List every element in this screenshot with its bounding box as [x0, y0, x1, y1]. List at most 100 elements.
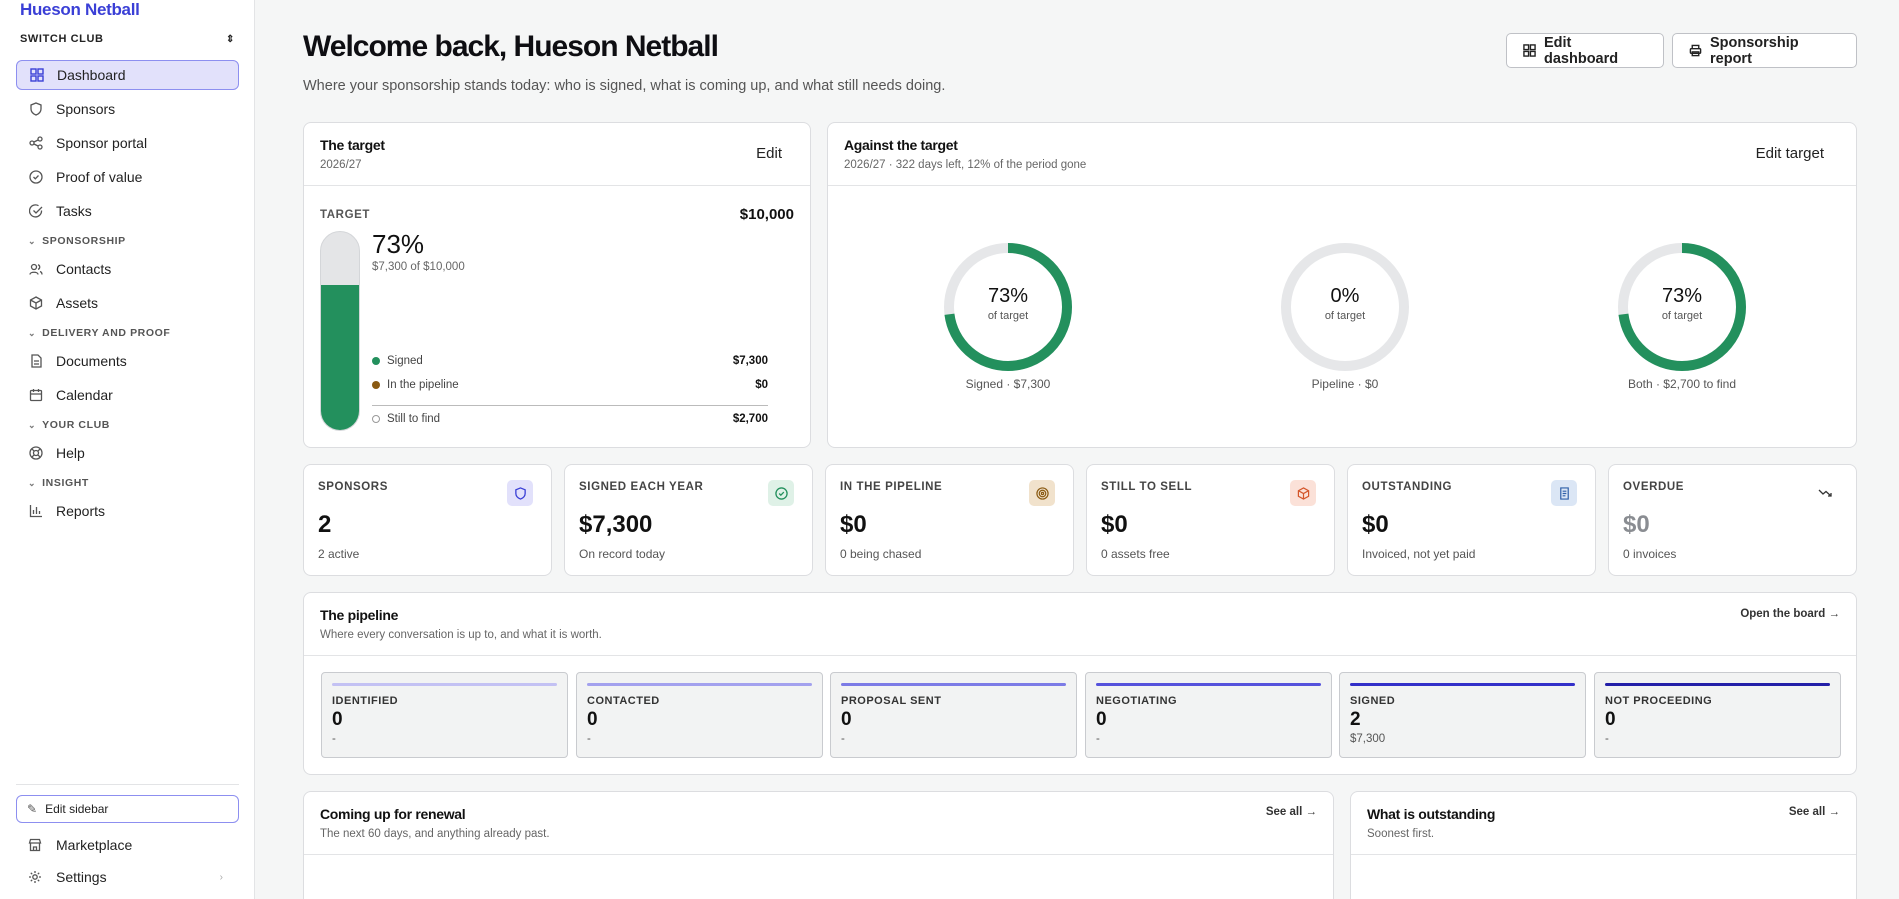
stage-color-bar	[1350, 683, 1575, 686]
legend-label: In the pipeline	[387, 379, 459, 391]
stage-color-bar	[332, 683, 557, 686]
sidebar-item-dashboard[interactable]: Dashboard	[16, 60, 239, 90]
target-card-title: The target	[320, 137, 385, 153]
target-label: TARGET	[320, 209, 371, 221]
target-progress-thermometer	[320, 231, 360, 431]
sidebar-item-documents[interactable]: Documents	[16, 346, 239, 376]
sidebar-item-sponsors[interactable]: Sponsors	[16, 94, 239, 124]
printer-icon	[1689, 44, 1702, 57]
legend-dot	[372, 357, 380, 365]
stage-label: PROPOSAL SENT	[841, 695, 942, 707]
donut-chart	[1281, 243, 1409, 371]
stat-value: $0	[1101, 511, 1128, 538]
grid-icon	[1523, 44, 1536, 57]
sidebar-section-insight[interactable]: ⌄ INSIGHT	[16, 472, 239, 494]
stat-sub: 0 being chased	[840, 547, 922, 561]
stage-color-bar	[587, 683, 812, 686]
stage-color-bar	[1605, 683, 1830, 686]
target-card: The target 2026/27 Edit TARGET $10,000 7…	[303, 122, 811, 448]
stat-label: STILL TO SELL	[1101, 481, 1193, 493]
brand-logo[interactable]: Hueson Netball	[20, 0, 140, 19]
switch-club-label: SWITCH CLUB	[20, 33, 104, 45]
gear-icon	[28, 870, 44, 884]
donut-caption: Signed · $7,300	[965, 377, 1051, 391]
pipeline-stage-negotiating[interactable]: NEGOTIATING 0 -	[1085, 672, 1332, 758]
pipeline-header: The pipeline Where every conversation is…	[304, 593, 1856, 656]
edit-target-button[interactable]: Edit target	[1755, 145, 1824, 162]
sponsorship-report-button[interactable]: Sponsorship report	[1672, 33, 1857, 68]
pipeline-title: The pipeline	[320, 607, 399, 623]
arrow-right-icon: →	[1828, 806, 1841, 818]
sidebar-item-sponsor-portal[interactable]: Sponsor portal	[16, 128, 239, 158]
open-board-link[interactable]: Open the board →	[1740, 608, 1840, 620]
sidebar-section-sponsorship[interactable]: ⌄ SPONSORSHIP	[16, 230, 239, 252]
sidebar-section-delivery[interactable]: ⌄ DELIVERY AND PROOF	[16, 322, 239, 344]
stage-count: 0	[1605, 709, 1616, 730]
pipeline-stage-proposal-sent[interactable]: PROPOSAL SENT 0 -	[830, 672, 1077, 758]
legend-label: Signed	[387, 355, 423, 367]
renewal-see-all-link[interactable]: See all →	[1266, 806, 1317, 818]
stat-card-outstanding[interactable]: OUTSTANDING $0 Invoiced, not yet paid	[1347, 464, 1596, 576]
against-target-subtitle: 2026/27 · 322 days left, 12% of the peri…	[844, 159, 1087, 171]
donut-chart	[1618, 243, 1746, 371]
edit-dashboard-button[interactable]: Edit dashboard	[1506, 33, 1664, 68]
renewal-title: Coming up for renewal	[320, 806, 466, 822]
sidebar-nav: Dashboard Sponsors Sponsor portal Proof …	[16, 60, 239, 530]
sidebar-item-calendar[interactable]: Calendar	[16, 380, 239, 410]
target-percent: 73%	[372, 229, 425, 259]
sidebar-item-settings[interactable]: Settings ›	[16, 861, 239, 893]
target-progress-fill	[321, 285, 359, 430]
edit-dashboard-label: Edit dashboard	[1544, 34, 1619, 67]
legend-label: Still to find	[387, 413, 441, 425]
donut-percent: 73%	[1661, 285, 1703, 307]
sidebar-footer: ✎ Edit sidebar Marketplace Settings ›	[16, 784, 239, 893]
renewal-header: Coming up for renewal The next 60 days, …	[304, 792, 1333, 855]
stage-count: 0	[587, 709, 598, 730]
sidebar-item-contacts[interactable]: Contacts	[16, 254, 239, 284]
pipeline-stage-not-proceeding[interactable]: NOT PROCEEDING 0 -	[1594, 672, 1841, 758]
sidebar-item-reports[interactable]: Reports	[16, 496, 239, 526]
pipeline-stage-contacted[interactable]: CONTACTED 0 -	[576, 672, 823, 758]
sidebar-item-marketplace[interactable]: Marketplace	[16, 829, 239, 861]
sidebar-item-tasks[interactable]: Tasks	[16, 196, 239, 226]
stage-label: NEGOTIATING	[1096, 695, 1178, 707]
stage-color-bar	[1096, 683, 1321, 686]
sidebar-section-club[interactable]: ⌄ YOUR CLUB	[16, 414, 239, 436]
target-card-period: 2026/27	[320, 159, 362, 171]
edit-target-link[interactable]: Edit	[756, 145, 782, 162]
sidebar-item-label: Dashboard	[57, 67, 126, 83]
sidebar-item-assets[interactable]: Assets	[16, 288, 239, 318]
switch-club-button[interactable]: SWITCH CLUB ⇕	[20, 33, 235, 45]
sidebar-item-help[interactable]: Help	[16, 438, 239, 468]
stat-label: SIGNED EACH YEAR	[579, 481, 704, 493]
pencil-icon: ✎	[27, 802, 38, 816]
stat-label: SPONSORS	[318, 481, 388, 493]
arrow-right-icon: →	[1828, 608, 1841, 620]
stat-card-overdue[interactable]: OVERDUE $0 0 invoices	[1608, 464, 1857, 576]
sidebar-item-proof-of-value[interactable]: Proof of value	[16, 162, 239, 192]
outstanding-see-all-link[interactable]: See all →	[1789, 806, 1840, 818]
stat-sub: Invoiced, not yet paid	[1362, 547, 1476, 561]
users-icon	[28, 261, 44, 277]
legend-value: $2,700	[732, 413, 768, 425]
sidebar-item-label: Documents	[56, 353, 127, 369]
stage-label: NOT PROCEEDING	[1605, 695, 1713, 707]
stat-card-in-pipeline[interactable]: IN THE PIPELINE $0 0 being chased	[825, 464, 1074, 576]
stat-value: $0	[1623, 511, 1650, 538]
stat-label: OUTSTANDING	[1362, 481, 1453, 493]
sidebar-item-label: Reports	[56, 503, 106, 519]
stat-card-still-to-sell[interactable]: STILL TO SELL $0 0 assets free	[1086, 464, 1335, 576]
stat-card-signed-each-year[interactable]: SIGNED EACH YEAR $7,300 On record today	[564, 464, 813, 576]
stat-label: OVERDUE	[1623, 481, 1685, 493]
chevron-down-icon: ⌄	[28, 327, 37, 338]
donut-percent: 73%	[987, 285, 1029, 307]
pipeline-stage-identified[interactable]: IDENTIFIED 0 -	[321, 672, 568, 758]
sidebar-item-label: Sponsor portal	[56, 135, 148, 151]
stat-card-sponsors[interactable]: SPONSORS 2 2 active	[303, 464, 552, 576]
stat-sub: 0 assets free	[1101, 547, 1170, 561]
renewal-subtitle: The next 60 days, and anything already p…	[320, 828, 550, 840]
edit-sidebar-button[interactable]: ✎ Edit sidebar	[16, 795, 239, 823]
stage-amount: -	[332, 733, 336, 745]
pipeline-stage-signed[interactable]: SIGNED 2 $7,300	[1339, 672, 1586, 758]
legend-row-signed: Signed $7,300	[372, 355, 768, 367]
